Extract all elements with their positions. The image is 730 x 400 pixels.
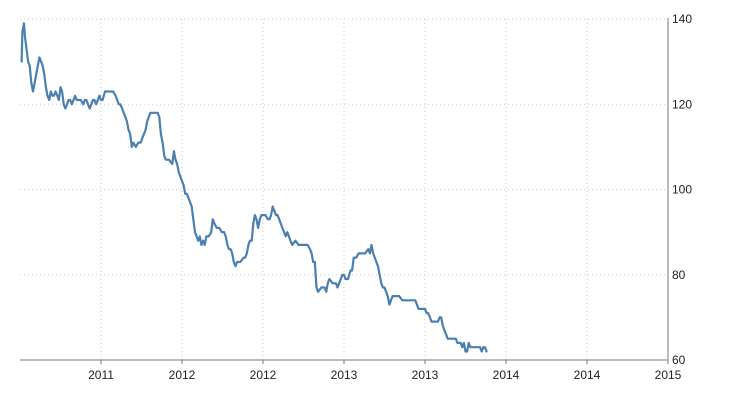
y-tick-label: 120 (672, 97, 692, 111)
axes (20, 18, 669, 361)
x-tick-labels: 2011 2012 2012 2013 2013 2014 2014 2015 (88, 368, 682, 382)
y-tick-label: 100 (672, 183, 692, 197)
series (20, 22, 488, 353)
x-tick-label: 2012 (169, 368, 196, 382)
y-tick-label: 80 (672, 268, 686, 282)
x-tick-label: 2013 (412, 368, 439, 382)
x-tick-label: 2012 (250, 368, 277, 382)
x-tick-label: 2011 (88, 368, 114, 382)
grid (20, 18, 669, 364)
y-tick-label: 60 (672, 353, 686, 367)
x-tick-label: 2013 (331, 368, 358, 382)
y-tick-label: 140 (672, 12, 692, 26)
x-tick-label: 2014 (493, 368, 520, 382)
x-tick-label: 2014 (574, 368, 601, 382)
x-tick-label: 2015 (655, 368, 682, 382)
y-tick-labels: 60 80 100 120 140 (672, 12, 692, 367)
series-line (20, 22, 488, 353)
